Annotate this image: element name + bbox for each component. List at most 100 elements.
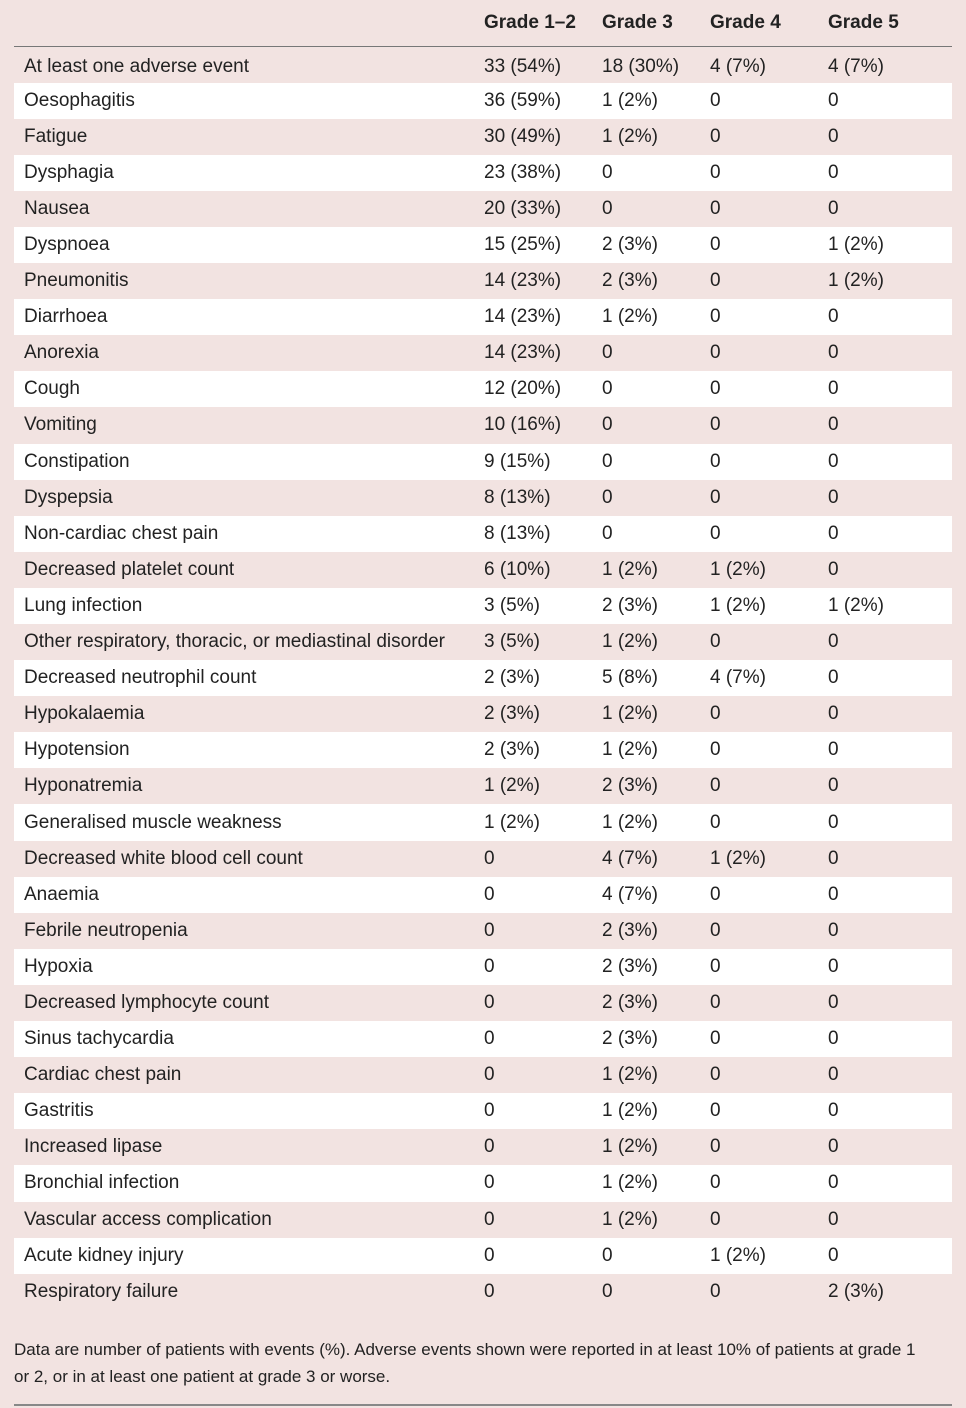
cell-g3: 2 (3%) — [598, 263, 706, 299]
cell-value: 1 (2%) — [602, 631, 658, 653]
cell-g12: 33 (54%) — [480, 47, 598, 83]
cell-value: 0 — [602, 161, 613, 183]
cell-value: 0 — [710, 1064, 721, 1086]
cell-value: 14 (23%) — [484, 270, 562, 292]
cell-value: 0 — [828, 414, 839, 436]
cell-g12: 6 (10%) — [480, 552, 598, 588]
cell-g5: 0 — [824, 913, 952, 949]
row-label: Decreased neutrophil count — [24, 667, 257, 689]
cell-g3: 1 (2%) — [598, 1093, 706, 1129]
cell-value: 2 (3%) — [602, 775, 658, 797]
cell-value: 0 — [828, 306, 839, 328]
cell-g12: 14 (23%) — [480, 299, 598, 335]
cell-value: 1 (2%) — [602, 1064, 658, 1086]
cell-g12: 20 (33%) — [480, 191, 598, 227]
cell-g12: 30 (49%) — [480, 119, 598, 155]
cell-value: 0 — [484, 1172, 495, 1194]
cell-g3: 1 (2%) — [598, 552, 706, 588]
cell-g5: 0 — [824, 1057, 952, 1093]
cell-g3: 1 (2%) — [598, 1202, 706, 1238]
cell-value: 0 — [828, 955, 839, 977]
cell-value: 18 (30%) — [602, 55, 680, 77]
cell-value: 0 — [484, 1280, 495, 1302]
cell-g3: 0 — [598, 191, 706, 227]
cell-g4: 0 — [706, 913, 824, 949]
cell-value: 4 (7%) — [710, 55, 766, 77]
cell-g3: 1 (2%) — [598, 119, 706, 155]
cell-value: 0 — [710, 631, 721, 653]
cell-g3: 1 (2%) — [598, 1129, 706, 1165]
cell-value: 1 (2%) — [484, 811, 540, 833]
cell-value: 1 (2%) — [602, 811, 658, 833]
cell-value: 0 — [828, 125, 839, 147]
cell-value: 4 (7%) — [828, 55, 884, 77]
cell-g5: 0 — [824, 660, 952, 696]
row-label: Vascular access complication — [24, 1208, 272, 1230]
cell-g5: 0 — [824, 371, 952, 407]
row-label: Decreased white blood cell count — [24, 847, 303, 869]
cell-value: 30 (49%) — [484, 125, 562, 147]
cell-value: 0 — [828, 1172, 839, 1194]
row-label: Fatigue — [24, 125, 88, 147]
cell-g4: 4 (7%) — [706, 47, 824, 83]
cell-value: 0 — [828, 1208, 839, 1230]
cell-g12: 0 — [480, 1093, 598, 1129]
cell-value: 1 (2%) — [710, 847, 766, 869]
cell-value: 0 — [710, 270, 721, 292]
cell-value: 1 (2%) — [602, 89, 658, 111]
cell-value: 0 — [828, 558, 839, 580]
table-row: Bronchial infection 0 1 (2%) 0 0 — [14, 1165, 952, 1202]
cell-g5: 0 — [824, 1093, 952, 1129]
cell-value: 1 (2%) — [602, 739, 658, 761]
row-label: Hyponatremia — [24, 775, 143, 797]
row-label: Bronchial infection — [24, 1172, 180, 1194]
cell-value: 0 — [710, 486, 721, 508]
cell-value: 8 (13%) — [484, 522, 551, 544]
cell-value: 0 — [828, 1028, 839, 1050]
cell-value: 0 — [828, 1064, 839, 1086]
header-grade-4: Grade 4 — [706, 0, 824, 47]
cell-g12: 9 (15%) — [480, 444, 598, 480]
cell-value: 0 — [828, 775, 839, 797]
table-row: Sinus tachycardia 0 2 (3%) 0 0 — [14, 1021, 952, 1058]
cell-value: 0 — [602, 414, 613, 436]
cell-g4: 0 — [706, 335, 824, 371]
cell-g3: 0 — [598, 444, 706, 480]
cell-g5: 0 — [824, 552, 952, 588]
cell-value: 4 (7%) — [710, 667, 766, 689]
cell-g3: 2 (3%) — [598, 227, 706, 263]
cell-value: 0 — [710, 234, 721, 256]
header-grade-1-2: Grade 1–2 — [480, 0, 598, 47]
cell-value: 3 (5%) — [484, 631, 540, 653]
table-row: Generalised muscle weakness 1 (2%) 1 (2%) 0… — [14, 804, 952, 841]
table-row: Anaemia 0 4 (7%) 0 0 — [14, 876, 952, 913]
cell-value: 0 — [710, 1280, 721, 1302]
cell-value: 14 (23%) — [484, 342, 562, 364]
row-label: Oesophagitis — [24, 89, 135, 111]
table-footnote: Data are number of patients with events … — [14, 1340, 916, 1386]
cell-g4: 0 — [706, 1165, 824, 1201]
cell-value: 1 (2%) — [602, 1172, 658, 1194]
cell-value: 0 — [710, 306, 721, 328]
cell-g12: 0 — [480, 1057, 598, 1093]
cell-g4: 0 — [706, 1057, 824, 1093]
header-grade-5: Grade 5 — [824, 0, 952, 47]
cell-value: 2 (3%) — [828, 1280, 884, 1302]
table-row: Cardiac chest pain 0 1 (2%) 0 0 — [14, 1057, 952, 1093]
row-label: Febrile neutropenia — [24, 919, 188, 941]
row-label: Dyspepsia — [24, 486, 113, 508]
table-row: Fatigue 30 (49%) 1 (2%) 0 0 — [14, 119, 952, 155]
cell-g4: 1 (2%) — [706, 1238, 824, 1274]
cell-g5: 0 — [824, 696, 952, 732]
row-label: Hypokalaemia — [24, 703, 145, 725]
cell-g3: 0 — [598, 155, 706, 191]
cell-value: 0 — [602, 522, 613, 544]
cell-g12: 0 — [480, 1202, 598, 1238]
table-header-row: Grade 1–2 Grade 3 Grade 4 Grade 5 — [14, 0, 952, 47]
row-label: Anaemia — [24, 883, 99, 905]
cell-g4: 0 — [706, 371, 824, 407]
cell-g3: 18 (30%) — [598, 47, 706, 83]
cell-value: 0 — [828, 739, 839, 761]
cell-g12: 0 — [480, 877, 598, 913]
cell-g5: 0 — [824, 191, 952, 227]
